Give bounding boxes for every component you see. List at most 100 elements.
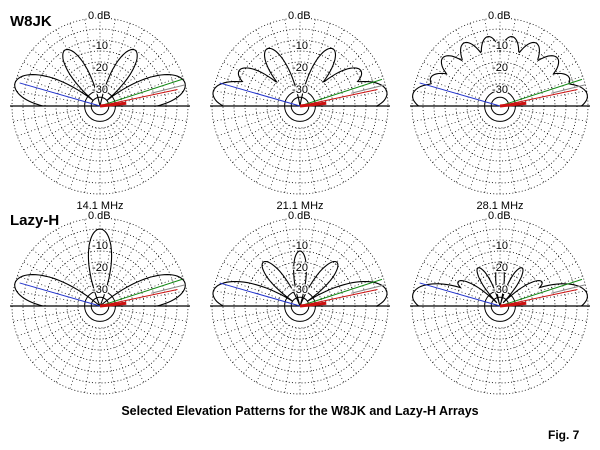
radial-spoke	[516, 49, 568, 93]
row-label-lazy-h: Lazy-H	[10, 212, 60, 229]
ring-label: -10	[292, 40, 308, 52]
radial-spoke	[113, 322, 157, 374]
radial-spoke	[469, 223, 493, 286]
ray-red-short	[499, 101, 527, 108]
radial-spoke	[110, 29, 145, 88]
radial-spoke	[121, 309, 187, 322]
radial-spoke	[55, 229, 90, 288]
radial-spoke	[413, 90, 479, 103]
radial-spoke	[313, 322, 357, 374]
radial-spoke	[43, 322, 87, 374]
ring-label: -20	[492, 262, 508, 274]
polar-plot-1: 0 dB -10 -20 -30	[10, 9, 190, 195]
radial-spoke	[320, 75, 383, 99]
radial-spoke	[32, 119, 84, 163]
radial-spoke	[32, 49, 84, 93]
ray-green	[299, 78, 383, 107]
elevation-pattern-curve	[14, 228, 186, 307]
radial-spoke	[520, 313, 583, 337]
radial-spoke	[303, 19, 316, 85]
radial-spoke	[223, 116, 282, 151]
radial-spoke	[432, 119, 484, 163]
radial-spoke	[17, 313, 80, 337]
polar-plot-3: 0 dB -10 -20 -30	[410, 9, 590, 195]
radial-spoke	[503, 19, 516, 85]
radial-spoke	[103, 19, 116, 85]
radial-spoke	[120, 275, 183, 299]
radial-spoke	[116, 249, 168, 293]
radial-spoke	[507, 23, 531, 86]
radial-spoke	[217, 313, 280, 337]
ray-green	[499, 278, 583, 307]
radial-spoke	[513, 38, 557, 90]
ring-label: -30	[492, 284, 508, 296]
radial-spoke	[469, 126, 493, 189]
radial-spoke	[518, 261, 577, 296]
radial-spoke	[521, 309, 587, 322]
radial-spoke	[423, 316, 482, 351]
radial-spoke	[320, 113, 383, 137]
radial-spoke	[121, 109, 187, 122]
ray-green	[299, 278, 383, 307]
ray-green	[99, 278, 183, 307]
radial-spoke	[307, 126, 331, 189]
radial-spoke	[284, 19, 297, 85]
radial-spoke	[510, 324, 545, 383]
radial-spoke	[417, 75, 480, 99]
radial-spoke	[432, 49, 484, 93]
ring-label: -10	[492, 240, 508, 252]
radial-spoke	[103, 127, 116, 193]
radial-spoke	[484, 19, 497, 85]
radial-spoke	[55, 29, 90, 88]
radial-spoke	[507, 126, 531, 189]
radial-spoke	[310, 229, 345, 288]
radial-spoke	[55, 124, 90, 183]
ring-label: 0 dB	[488, 210, 511, 222]
radial-spoke	[518, 116, 577, 151]
radial-spoke	[510, 124, 545, 183]
radial-spoke	[255, 229, 290, 288]
ray-red-short	[299, 101, 327, 108]
ring-label: -10	[92, 40, 108, 52]
radial-spoke	[107, 126, 131, 189]
radial-spoke	[303, 127, 316, 193]
radial-spoke	[223, 61, 282, 96]
radial-spoke	[116, 319, 168, 363]
radial-spoke	[232, 249, 284, 293]
radial-spoke	[443, 38, 487, 90]
radial-spoke	[303, 219, 316, 285]
ray-gray	[151, 284, 186, 294]
radial-spoke	[120, 313, 183, 337]
radial-spoke	[443, 322, 487, 374]
radial-spoke	[120, 75, 183, 99]
polar-plot-2: 0 dB -10 -20 -30	[210, 9, 390, 195]
radial-spoke	[69, 23, 93, 86]
radial-spoke	[520, 113, 583, 137]
radial-spoke	[23, 116, 82, 151]
radial-spoke	[443, 238, 487, 290]
radial-spoke	[313, 122, 357, 174]
radial-spoke	[484, 327, 497, 393]
figure-number: Fig. 7	[548, 428, 580, 442]
radial-spoke	[116, 119, 168, 163]
radial-spoke	[13, 290, 79, 303]
ray-blue	[19, 82, 101, 107]
ray-gray	[151, 84, 186, 94]
radial-spoke	[520, 75, 583, 99]
radial-spoke	[243, 322, 287, 374]
radial-spoke	[116, 49, 168, 93]
ring-label: -20	[92, 62, 108, 74]
radial-spoke	[423, 61, 482, 96]
ring-label: 0 dB	[88, 210, 111, 222]
radial-spoke	[213, 109, 279, 122]
radial-spoke	[243, 238, 287, 290]
radial-spoke	[321, 90, 387, 103]
radial-spoke	[110, 229, 145, 288]
radial-spoke	[269, 326, 293, 389]
radial-spoke	[217, 275, 280, 299]
radial-spoke	[17, 75, 80, 99]
polar-plot-6: 0 dB -10 -20 -30	[410, 209, 590, 395]
radial-spoke	[503, 127, 516, 193]
radial-spoke	[17, 113, 80, 137]
radial-spoke	[520, 275, 583, 299]
